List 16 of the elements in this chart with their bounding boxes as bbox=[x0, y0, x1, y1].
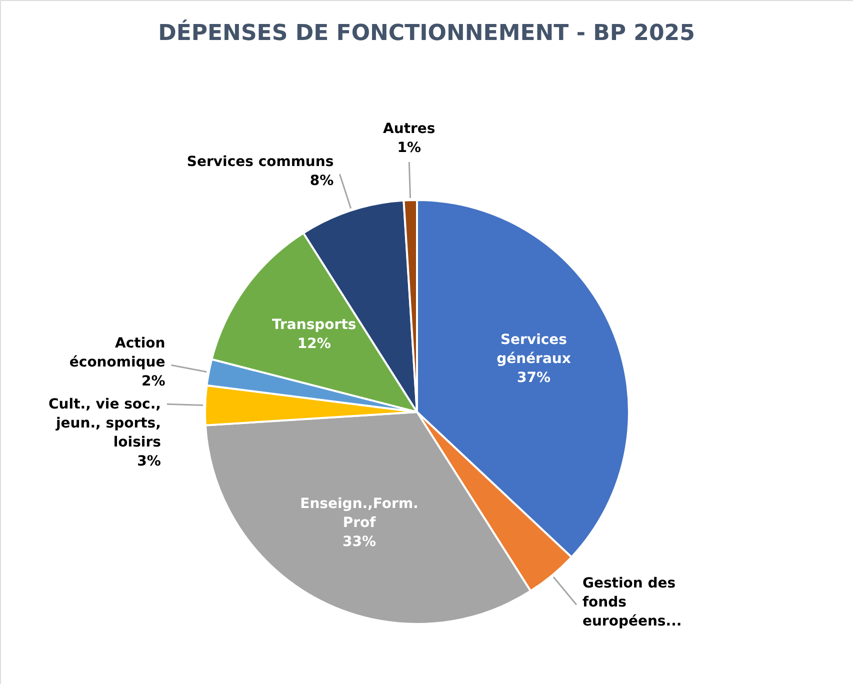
data-label: 37% bbox=[516, 370, 550, 386]
chart-title: DÉPENSES DE FONCTIONNEMENT - BP 2025 bbox=[158, 19, 695, 46]
slice-label: Transports bbox=[272, 317, 356, 334]
slice-label: Services généraux bbox=[496, 332, 571, 367]
slice-label: Action économique bbox=[69, 336, 166, 371]
slice-label: Services communs bbox=[186, 154, 334, 170]
data-label: 1% bbox=[397, 140, 422, 156]
data-label: 2% bbox=[141, 374, 166, 390]
slice-label: Gestion des fonds européens... bbox=[582, 575, 682, 630]
data-label: 8% bbox=[310, 173, 334, 190]
data-label: 12% bbox=[297, 336, 331, 352]
slice-label: Autres bbox=[383, 120, 436, 137]
slice-label: Cult., vie soc., jeun., sports, loisirs bbox=[48, 396, 161, 451]
slice-label: Enseign.,Form. Prof bbox=[300, 496, 418, 531]
data-label: 3% bbox=[137, 454, 161, 470]
data-label: 33% bbox=[342, 534, 376, 550]
